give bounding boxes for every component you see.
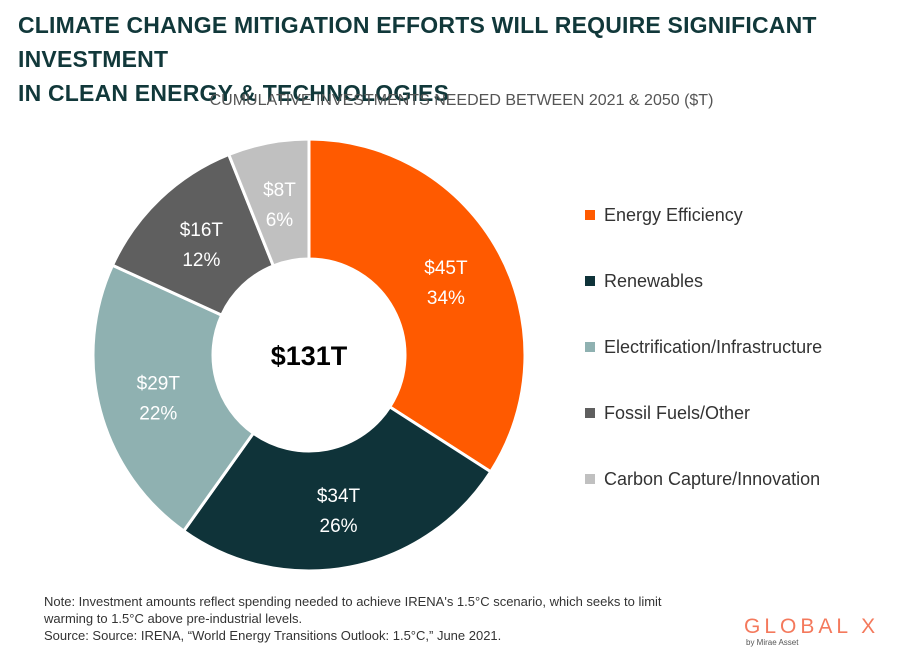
legend-swatch-carbon-capture-innovation bbox=[585, 474, 595, 484]
slice-value-label-energy-efficiency: $45T bbox=[424, 258, 468, 279]
footnote: Note: Investment amounts reflect spendin… bbox=[44, 593, 744, 644]
donut-slice-fossil-fuels-other bbox=[110, 152, 276, 318]
chart-title: CLIMATE CHANGE MITIGATION EFFORTS WILL R… bbox=[18, 8, 908, 110]
footnote-line-1: Note: Investment amounts reflect spendin… bbox=[44, 594, 662, 609]
legend-label-carbon-capture-innovation: Carbon Capture/Innovation bbox=[604, 469, 820, 489]
slice-percent-label-renewables: 26% bbox=[320, 516, 358, 537]
donut-slice-renewables bbox=[181, 404, 493, 573]
donut-slice-energy-efficiency bbox=[307, 137, 527, 474]
donut-slice-electrification-infrastructure bbox=[91, 263, 256, 534]
slice-percent-label-fossil-fuels-other: 12% bbox=[182, 250, 220, 271]
legend-swatch-energy-efficiency bbox=[585, 210, 595, 220]
source-line: Source: Source: IRENA, “World Energy Tra… bbox=[44, 628, 502, 643]
slice-value-label-fossil-fuels-other: $16T bbox=[180, 220, 224, 241]
slice-percent-label-electrification-infrastructure: 22% bbox=[139, 403, 177, 424]
chart-subtitle: CUMULATIVE INVESTMENTS NEEDED BETWEEN 20… bbox=[209, 92, 714, 109]
legend-label-fossil-fuels-other: Fossil Fuels/Other bbox=[604, 403, 750, 423]
donut-slice-carbon-capture-innovation bbox=[226, 137, 311, 268]
legend-label-renewables: Renewables bbox=[604, 271, 703, 291]
slice-value-label-renewables: $34T bbox=[317, 486, 361, 507]
slice-value-label-electrification-infrastructure: $29T bbox=[137, 373, 181, 394]
legend-swatch-electrification-infrastructure bbox=[585, 342, 595, 352]
legend-swatch-renewables bbox=[585, 276, 595, 286]
donut-center-total: $131T bbox=[271, 341, 348, 371]
chart-title-line-2: IN CLEAN ENERGY & TECHNOLOGIES bbox=[18, 80, 450, 106]
legend-label-electrification-infrastructure: Electrification/Infrastructure bbox=[604, 337, 822, 357]
legend-swatch-fossil-fuels-other bbox=[585, 408, 595, 418]
footnote-line-2: warming to 1.5°C above pre-industrial le… bbox=[44, 611, 303, 626]
chart-title-line-1: CLIMATE CHANGE MITIGATION EFFORTS WILL R… bbox=[18, 12, 817, 72]
slice-percent-label-energy-efficiency: 34% bbox=[427, 288, 465, 309]
global-x-logo: GLOBAL X by Mirae Asset bbox=[744, 616, 884, 648]
legend-label-energy-efficiency: Energy Efficiency bbox=[604, 205, 743, 225]
logo-wordmark: GLOBAL X bbox=[744, 615, 880, 638]
logo-tagline: by Mirae Asset bbox=[746, 638, 799, 647]
slice-value-label-carbon-capture-innovation: $8T bbox=[263, 180, 296, 201]
slice-percent-label-carbon-capture-innovation: 6% bbox=[266, 210, 294, 231]
